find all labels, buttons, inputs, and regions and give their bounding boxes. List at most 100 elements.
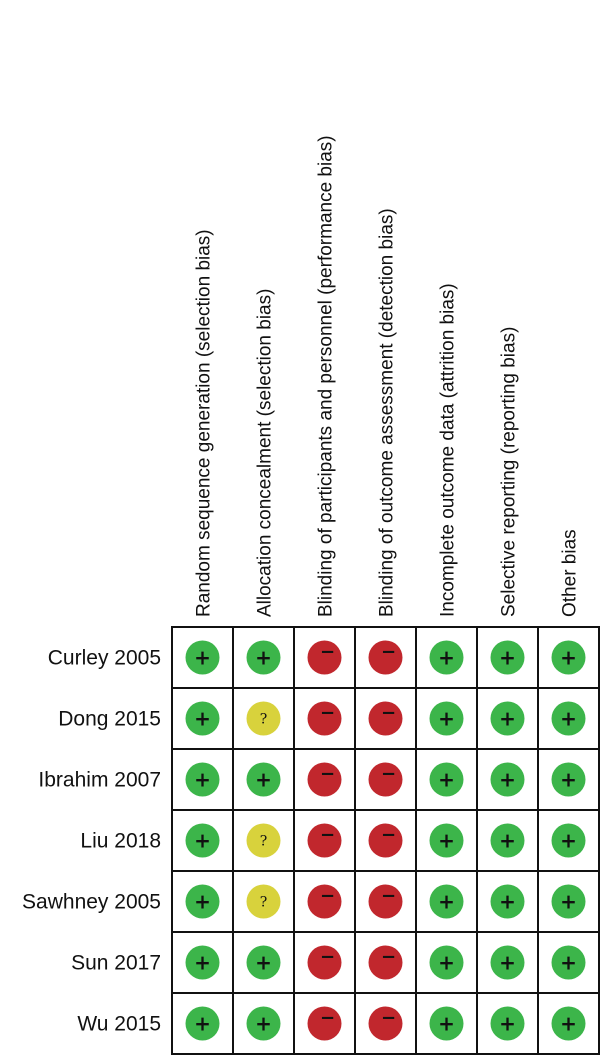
rating-unclear-circle — [246, 884, 281, 919]
rating-low-symbol: + — [194, 829, 211, 853]
rating-low-circle — [429, 884, 464, 919]
rating-low-circle — [551, 945, 586, 980]
rating-low-circle — [246, 1006, 281, 1041]
rating-low-circle — [490, 1006, 525, 1041]
rating-low-marker: + — [429, 945, 464, 980]
rating-high-marker: − — [307, 823, 342, 858]
rating-low-marker: + — [429, 823, 464, 858]
rating-high-circle — [368, 640, 403, 675]
rating-high-symbol: − — [320, 825, 335, 846]
rating-low-circle — [490, 884, 525, 919]
rating-low-symbol: + — [560, 768, 577, 792]
rating-low-circle — [551, 640, 586, 675]
study-labels: Curley 2005 Dong 2015 Ibrahim 2007 Liu 2018… — [22, 647, 161, 1036]
rating-high-symbol: − — [320, 642, 335, 663]
rating-low-circle — [490, 701, 525, 736]
rating-unclear-marker: ? — [246, 884, 281, 919]
rating-low-symbol: + — [499, 646, 516, 670]
rating-high-symbol: − — [381, 703, 396, 724]
rating-low-circle — [246, 640, 281, 675]
rating-low-circle — [551, 701, 586, 736]
rating-high-symbol: − — [320, 886, 335, 907]
rating-high-marker: − — [368, 884, 403, 919]
rating-high-marker: − — [307, 1006, 342, 1041]
rating-low-symbol: + — [255, 646, 272, 670]
rating-low-circle — [246, 762, 281, 797]
study-label: Sun 2017 — [71, 952, 161, 975]
rating-low-marker: + — [246, 1006, 281, 1041]
rating-high-marker: − — [368, 701, 403, 736]
rating-high-symbol: − — [320, 947, 335, 968]
rating-low-circle — [490, 640, 525, 675]
grid-frame — [171, 626, 600, 1055]
grid-lines — [171, 626, 600, 1055]
rating-high-marker: − — [368, 823, 403, 858]
rating-low-symbol: + — [438, 646, 455, 670]
rating-unclear-marker: ? — [246, 701, 281, 736]
rating-low-symbol: + — [194, 707, 211, 731]
rating-unclear-circle — [246, 701, 281, 736]
rating-high-symbol: − — [381, 764, 396, 785]
rating-cells: + + − − + + + +? − − + + + + + − − + + + +? − − + + + +? − − + + + + + − − +… — [185, 640, 586, 1041]
rating-high-symbol: − — [381, 886, 396, 907]
rating-low-marker: + — [185, 762, 220, 797]
domain-label: Incomplete outcome data (attrition bias) — [438, 283, 459, 617]
rating-low-marker: + — [490, 762, 525, 797]
rating-low-marker: + — [185, 701, 220, 736]
rating-low-marker: + — [490, 640, 525, 675]
rating-low-marker: + — [551, 1006, 586, 1041]
rating-low-circle — [551, 1006, 586, 1041]
rating-low-circle — [185, 823, 220, 858]
rating-low-marker: + — [429, 640, 464, 675]
rating-high-symbol: − — [381, 825, 396, 846]
rating-low-circle — [429, 945, 464, 980]
rating-low-circle — [490, 945, 525, 980]
rating-high-marker: − — [368, 640, 403, 675]
rating-low-symbol: + — [194, 951, 211, 975]
rating-low-marker: + — [551, 762, 586, 797]
rating-high-symbol: − — [320, 1008, 335, 1029]
rating-high-circle — [307, 701, 342, 736]
study-label: Wu 2015 — [77, 1013, 161, 1036]
rating-high-circle — [307, 884, 342, 919]
rating-low-symbol: + — [194, 1012, 211, 1036]
rating-low-symbol: + — [438, 951, 455, 975]
domain-label: Random sequence generation (selection bi… — [194, 229, 215, 617]
rating-high-circle — [307, 1006, 342, 1041]
rating-unclear-circle — [246, 823, 281, 858]
domain-label: Other bias — [560, 529, 581, 617]
rating-low-circle — [490, 823, 525, 858]
rating-low-marker: + — [490, 823, 525, 858]
rating-low-circle — [551, 884, 586, 919]
rating-low-symbol: + — [438, 707, 455, 731]
rating-low-symbol: + — [499, 829, 516, 853]
rating-high-circle — [307, 762, 342, 797]
rating-low-marker: + — [551, 640, 586, 675]
rating-low-symbol: + — [255, 768, 272, 792]
rating-low-marker: + — [185, 640, 220, 675]
rating-low-symbol: + — [499, 707, 516, 731]
rating-low-marker: + — [429, 884, 464, 919]
rating-low-symbol: + — [499, 1012, 516, 1036]
rating-low-circle — [490, 762, 525, 797]
rating-unclear-symbol: ? — [260, 834, 268, 850]
rating-low-circle — [551, 762, 586, 797]
rating-low-marker: + — [246, 762, 281, 797]
rating-low-marker: + — [490, 884, 525, 919]
rating-high-symbol: − — [381, 642, 396, 663]
rating-low-symbol: + — [499, 890, 516, 914]
study-label: Curley 2005 — [48, 647, 161, 670]
rating-low-marker: + — [490, 1006, 525, 1041]
rating-high-symbol: − — [320, 764, 335, 785]
rating-low-symbol: + — [194, 890, 211, 914]
study-label: Ibrahim 2007 — [38, 769, 161, 792]
rating-low-marker: + — [185, 945, 220, 980]
rating-low-symbol: + — [255, 951, 272, 975]
rating-low-circle — [246, 945, 281, 980]
rating-low-marker: + — [429, 1006, 464, 1041]
rating-low-circle — [185, 884, 220, 919]
rating-high-circle — [368, 884, 403, 919]
study-label: Sawhney 2005 — [22, 891, 161, 914]
rating-low-symbol: + — [499, 768, 516, 792]
